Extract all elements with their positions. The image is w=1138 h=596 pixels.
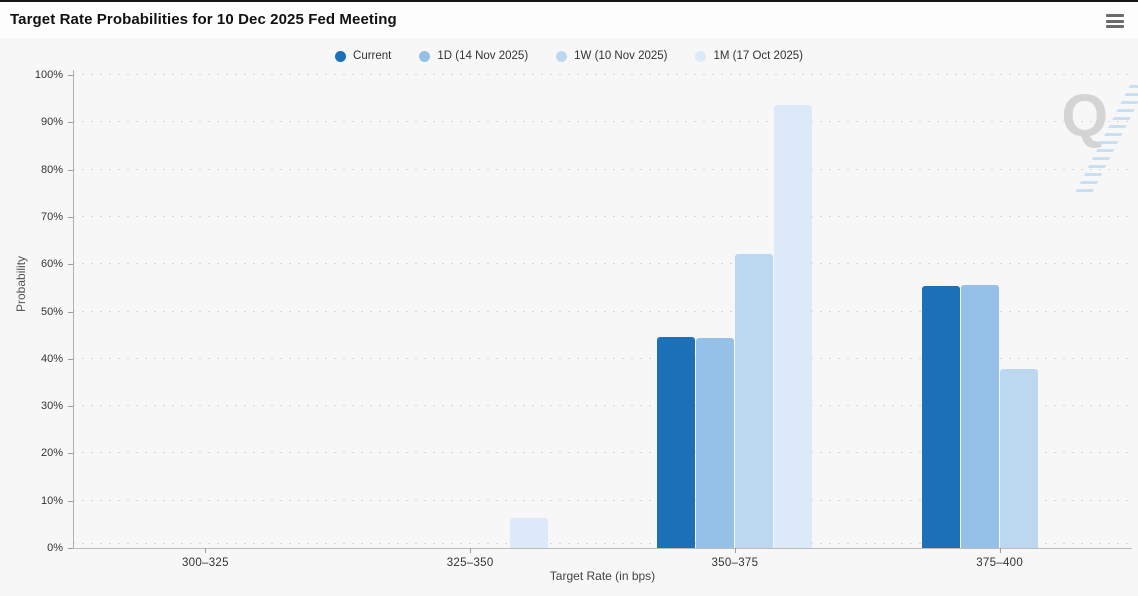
gridline-60 — [73, 263, 1132, 265]
y-tick-label: 10% — [40, 494, 63, 507]
legend-dot-icon — [419, 50, 431, 62]
y-tick-mark — [68, 311, 73, 313]
y-tick-label: 80% — [40, 163, 63, 176]
y-tick-mark — [68, 75, 73, 76]
y-tick-mark — [68, 500, 73, 502]
legend: Current 1D (14 Nov 2025) 1W (10 Nov 2025) 1… — [0, 46, 1138, 66]
bar-1w-350–375[interactable] — [735, 253, 774, 548]
gridline-minor — [73, 543, 1132, 544]
gridline-90 — [73, 121, 1132, 123]
x-category-label: 350–375 — [711, 557, 759, 569]
y-tick-label: 0% — [47, 542, 63, 554]
x-axis-line — [73, 548, 1132, 549]
gridline-50 — [73, 310, 1132, 312]
chart-title: Target Rate Probabilities for 10 Dec 202… — [10, 11, 397, 28]
gridline-100 — [73, 74, 1132, 75]
legend-dot-icon — [556, 50, 568, 62]
quikstrike-q-logo-icon: Q — [1061, 82, 1108, 149]
bar-current-350–375[interactable] — [657, 336, 696, 548]
x-category-label: 300–325 — [181, 557, 229, 569]
x-tick-mark — [734, 548, 736, 553]
y-tick-label: 70% — [40, 210, 63, 223]
x-category-label: 325–350 — [446, 557, 494, 569]
x-tick-mark — [205, 548, 207, 553]
hamburger-menu-icon[interactable] — [1106, 14, 1124, 28]
y-tick-mark — [68, 264, 73, 266]
y-tick-label: 40% — [40, 352, 63, 365]
bar-1m-325–350[interactable] — [509, 518, 548, 548]
gridline-20 — [73, 452, 1132, 454]
bar-1m-350–375[interactable] — [774, 104, 813, 548]
y-axis: 0% 10% 20% 30% 40% 50% 60% 70% 80% 90% 100% — [0, 69, 73, 554]
legend-item-1d[interactable]: 1D (14 Nov 2025) — [419, 50, 528, 62]
gridline-80 — [73, 168, 1132, 170]
y-axis-line — [73, 70, 74, 548]
gridline-40 — [73, 357, 1132, 359]
gridline-30 — [73, 405, 1132, 407]
legend-dot-icon — [335, 50, 347, 62]
y-tick-mark — [68, 548, 73, 549]
y-tick-label: 30% — [40, 400, 63, 413]
legend-label: Current — [353, 50, 392, 62]
legend-label: 1D (14 Nov 2025) — [437, 50, 529, 62]
y-tick-mark — [68, 169, 73, 171]
x-category-label: 375–400 — [976, 557, 1024, 569]
legend-dot-icon — [695, 50, 707, 62]
bar-1w-375–400[interactable] — [1000, 369, 1039, 548]
y-tick-label: 100% — [34, 69, 63, 81]
gridline-10 — [73, 499, 1132, 501]
y-tick-mark — [68, 453, 73, 455]
legend-label: 1M (17 Oct 2025) — [713, 50, 803, 62]
title-bar: Target Rate Probabilities for 10 Dec 202… — [0, 2, 1138, 38]
legend-label: 1W (10 Nov 2025) — [574, 50, 668, 62]
x-axis: 300–325 325–350 350–375 375–400 — [73, 548, 1132, 578]
y-tick-mark — [68, 358, 73, 360]
legend-item-current[interactable]: Current — [335, 50, 391, 62]
hamburger-bar — [1106, 14, 1124, 17]
y-tick-mark — [68, 216, 73, 218]
x-tick-mark — [999, 548, 1001, 553]
gridline-70 — [73, 215, 1132, 217]
y-tick-label: 20% — [40, 447, 63, 460]
y-tick-mark — [68, 406, 73, 408]
hamburger-bar — [1106, 25, 1124, 28]
y-tick-label: 60% — [40, 258, 63, 271]
bar-current-375–400[interactable] — [922, 286, 961, 548]
y-tick-label: 50% — [40, 305, 63, 318]
bar-1d-350–375[interactable] — [696, 338, 735, 548]
watermark-hatch-stripes — [1073, 85, 1138, 197]
legend-item-1m[interactable]: 1M (17 Oct 2025) — [695, 50, 803, 62]
bar-1d-375–400[interactable] — [961, 285, 1000, 548]
x-tick-mark — [470, 548, 472, 553]
quikstrike-watermark: Q — [1014, 81, 1138, 201]
x-axis-title: Target Rate (in bps) — [549, 569, 656, 583]
legend-item-1w[interactable]: 1W (10 Nov 2025) — [556, 50, 667, 62]
y-tick-mark — [68, 122, 73, 124]
hamburger-bar — [1106, 19, 1124, 23]
y-tick-label: 90% — [40, 116, 63, 129]
plot-area: Q — [73, 74, 1138, 548]
